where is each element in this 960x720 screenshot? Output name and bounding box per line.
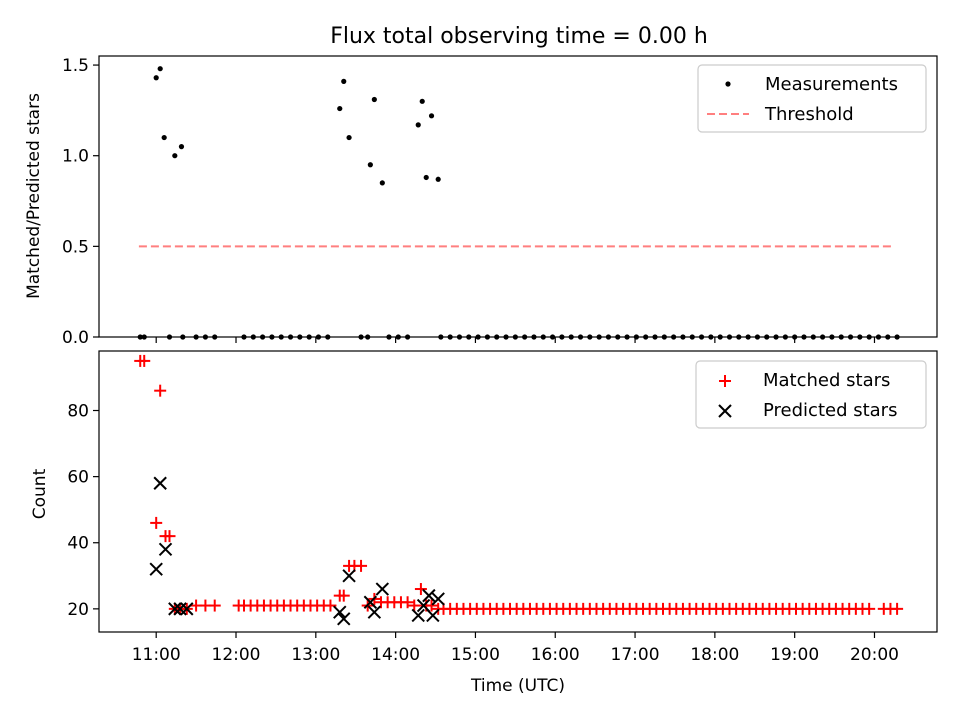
x-tick-label: 18:00 (690, 645, 739, 665)
x-tick-label: 16:00 (531, 645, 580, 665)
top-y-tick-label: 1.0 (62, 147, 89, 167)
legend-threshold-label: Threshold (764, 104, 854, 125)
x-axis-label: Time (UTC) (470, 676, 565, 696)
measurement-point (429, 113, 434, 118)
measurement-point (420, 99, 425, 104)
top-y-axis-label: Matched/Predicted stars (24, 93, 44, 299)
bottom-y-tick-label: 80 (67, 402, 89, 422)
x-tick-label: 12:00 (212, 645, 261, 665)
legend-measurements-marker (725, 81, 730, 86)
measurement-point (436, 177, 441, 182)
legend-measurements-label: Measurements (765, 74, 898, 95)
measurement-point (380, 180, 385, 185)
measurement-point (162, 135, 167, 140)
x-tick-label: 15:00 (451, 645, 500, 665)
chart-title: Flux total observing time = 0.00 h (330, 24, 708, 49)
legend-matched-label: Matched stars (763, 370, 890, 391)
measurement-point (416, 122, 421, 127)
measurement-point (158, 66, 163, 71)
bottom-y-tick-label: 60 (67, 468, 89, 488)
x-tick-label: 17:00 (611, 645, 660, 665)
measurement-point (372, 97, 377, 102)
bottom-y-tick-label: 40 (67, 534, 89, 554)
measurement-point (337, 106, 342, 111)
measurement-point (341, 79, 346, 84)
x-tick-label: 14:00 (371, 645, 420, 665)
measurement-point (172, 153, 177, 158)
measurement-point (368, 162, 373, 167)
x-tick-label: 11:00 (132, 645, 181, 665)
measurement-point (346, 135, 351, 140)
measurement-point (154, 75, 159, 80)
top-y-tick-label: 0.5 (62, 237, 89, 257)
chart-figure: Flux total observing time = 0.00 h 0.0 0.… (0, 0, 960, 720)
x-tick-label: 13:00 (291, 645, 340, 665)
bottom-y-axis-label: Count (30, 468, 50, 519)
x-tick-label: 19:00 (770, 645, 819, 665)
measurement-point (424, 175, 429, 180)
top-legend: Measurements Threshold (698, 65, 926, 132)
x-tick-label: 20:00 (850, 645, 899, 665)
bottom-y-tick-label: 20 (67, 600, 89, 620)
measurement-point (179, 144, 184, 149)
bottom-legend: Matched stars Predicted stars (696, 361, 926, 428)
top-y-tick-label: 0.0 (62, 328, 89, 348)
figure-canvas: Flux total observing time = 0.00 h 0.0 0.… (0, 0, 960, 720)
legend-predicted-label: Predicted stars (763, 400, 897, 421)
top-y-tick-label: 1.5 (62, 56, 89, 76)
